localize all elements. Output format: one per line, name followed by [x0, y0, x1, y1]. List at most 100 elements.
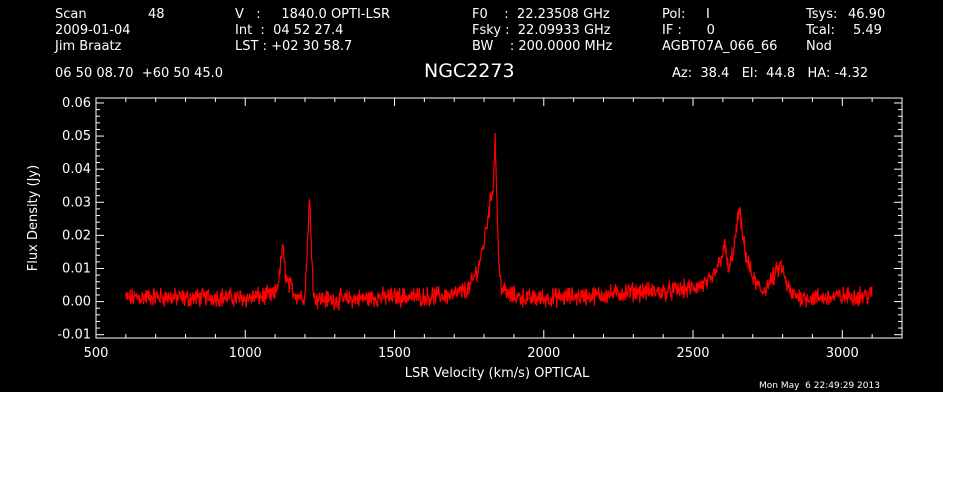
y-tick-label: 0.06	[62, 96, 91, 111]
x-axis-label: LSR Velocity (km/s) OPTICAL	[405, 366, 590, 381]
x-tick-label: 2000	[527, 346, 560, 361]
spectrum-point	[313, 297, 315, 299]
spectrum-point	[286, 281, 288, 283]
spectrum-point	[662, 291, 664, 293]
spectrum-point	[283, 261, 285, 263]
f0-line: F0 : 22.23508 GHz	[472, 7, 610, 22]
y-tick-label: 0.01	[62, 261, 91, 276]
velocity-line: V : 1840.0 OPTI-LSR	[235, 7, 391, 22]
spectrum-point	[494, 135, 496, 137]
spectrum-point	[493, 178, 495, 180]
plot-panel: Scan 48 2009-01-04 Jim Braatz V : 1840.0…	[0, 0, 943, 392]
spectrum-point	[738, 208, 740, 210]
spectrum-point	[710, 281, 712, 283]
spectrum-point	[752, 277, 754, 280]
spectrum-point	[776, 271, 778, 273]
spectrum-point	[573, 296, 575, 298]
spectrum-point	[543, 297, 545, 299]
project-id: AGBT07A_066_66	[662, 39, 778, 54]
lst-line: LST : +02 30 58.7	[235, 39, 353, 54]
bw-line: BW : 200.0000 MHz	[472, 39, 613, 54]
spectrum-point	[632, 291, 634, 293]
spectrum-point	[692, 287, 694, 289]
plot-timestamp: Mon May 6 22:49:29 2013	[759, 381, 880, 391]
tcal-value: 5.49	[853, 23, 882, 38]
spectrum-point	[602, 294, 605, 296]
spectrum-point	[734, 241, 736, 243]
y-tick-label: 0.02	[62, 228, 91, 243]
y-tick-label: 0.03	[62, 195, 91, 210]
fsky-line: Fsky : 22.09933 GHz	[472, 23, 611, 38]
spectrum-point	[496, 221, 499, 223]
spectrum-point	[244, 297, 246, 299]
spectrum-point	[274, 294, 276, 296]
spectrum-point	[498, 267, 500, 270]
spectrum-point	[528, 297, 530, 299]
spectrum-point	[487, 211, 490, 213]
x-tick-label: 500	[84, 346, 109, 361]
spectrum-point	[746, 257, 748, 260]
y-tick-label: 0.05	[62, 129, 91, 144]
spectrum-point	[723, 244, 725, 246]
spectrum-point	[334, 299, 336, 301]
spectrum-point	[790, 294, 793, 296]
spectrum-point	[811, 297, 814, 299]
tsys-value: 46.90	[848, 7, 886, 22]
x-tick-label: 3000	[826, 346, 859, 361]
chart-title: NGC2273	[424, 60, 515, 82]
spectrum-point	[304, 296, 306, 298]
spectrum-point	[468, 287, 470, 289]
obs-date: 2009-01-04	[55, 23, 131, 38]
if-line: IF : 0	[662, 23, 715, 38]
plot-frame	[95, 97, 903, 339]
spectrum-point	[125, 297, 127, 299]
y-tick-label: 0.04	[62, 162, 91, 177]
spectrum-point	[483, 241, 485, 243]
x-tick-label: 1000	[229, 346, 262, 361]
spectrum-point	[780, 264, 782, 266]
spectrum-point	[501, 287, 503, 289]
spectrum-point	[719, 261, 721, 263]
spectrum-point	[507, 294, 509, 296]
int-line: Int : 04 52 27.4	[235, 23, 344, 38]
spectrum-point	[495, 165, 497, 167]
spectrum-point	[761, 291, 763, 293]
x-tick-label: 1500	[378, 346, 411, 361]
spectrum-point	[728, 271, 730, 273]
spectrum-point	[364, 297, 366, 299]
spectrum-point	[841, 296, 843, 298]
y-tick-label: 0.00	[62, 295, 91, 310]
spectrum-point	[393, 296, 396, 298]
scan-value: 48	[148, 7, 165, 22]
spectrum-point	[453, 294, 455, 296]
az-el-ha: Az: 38.4 El: 44.8 HA: -4.32	[672, 66, 869, 81]
obs-mode: Nod	[806, 39, 832, 54]
scan-label: Scan	[55, 7, 87, 22]
spectrum-point	[477, 267, 479, 270]
pol-line: Pol: I	[662, 7, 710, 22]
spectrum-chart: 500 1000 1500 2000 2500 3000 -0.01 0.00 0.01 0.0…	[26, 96, 903, 381]
spectrum-point	[871, 294, 873, 296]
spectrum-point	[490, 195, 493, 197]
spectrum-point	[784, 281, 787, 283]
spectrum-point	[214, 296, 217, 298]
spectrum-point	[423, 296, 425, 298]
spectrum-point	[741, 234, 743, 236]
spectrum-trace	[125, 132, 873, 311]
spectrum-point	[278, 274, 281, 276]
source-coords: 06 50 08.70 +60 50 45.0	[55, 66, 224, 81]
spectrum-point	[308, 198, 311, 200]
spectrum-point	[290, 287, 293, 289]
spectrum-point	[295, 294, 297, 296]
x-tick-label: 2500	[676, 346, 709, 361]
spectrum-point	[155, 296, 157, 298]
tcal-label: Tcal:	[806, 23, 835, 38]
spectrum-point	[281, 244, 284, 246]
y-axis-label: Flux Density (Jy)	[26, 165, 41, 271]
y-tick-label: -0.01	[57, 328, 91, 343]
tsys-label: Tsys:	[806, 7, 838, 22]
spectrum-point	[184, 297, 187, 299]
spectrum-point	[259, 296, 261, 298]
spectrum-point	[770, 281, 772, 283]
observer-name: Jim Braatz	[55, 39, 122, 54]
